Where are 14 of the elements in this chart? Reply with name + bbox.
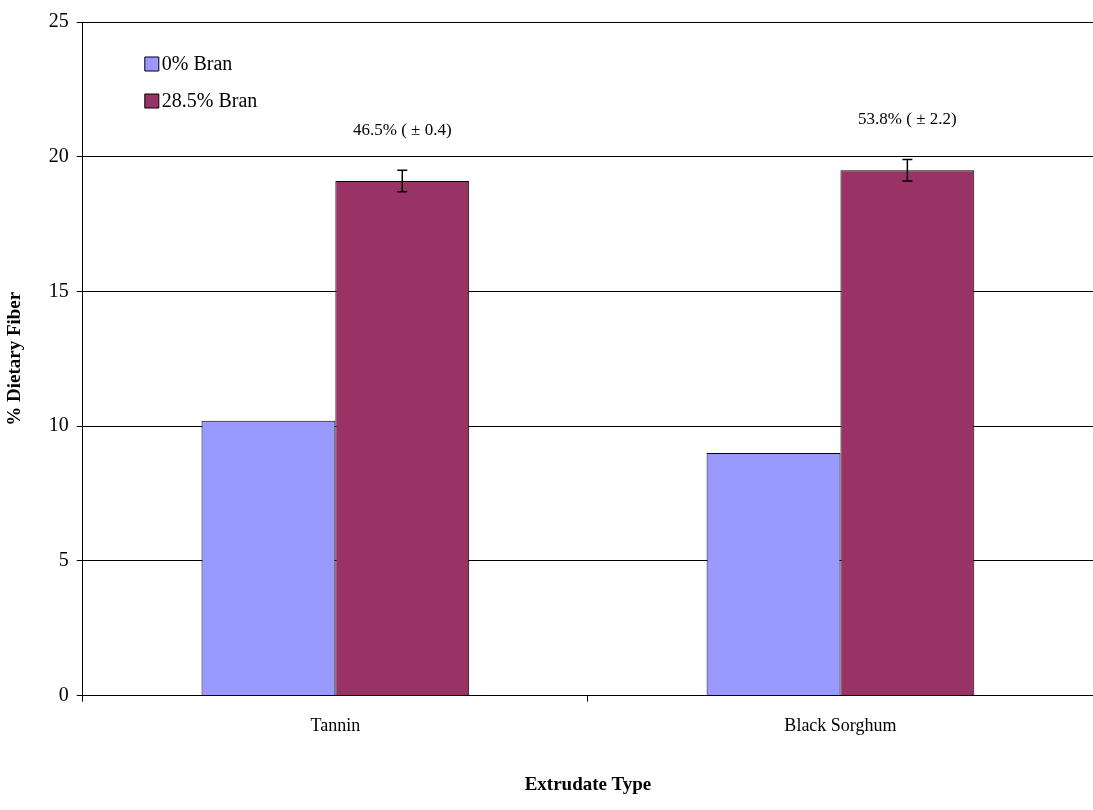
y-tick-label: 10 <box>48 413 69 436</box>
legend-label: 28.5% Bran <box>161 89 258 112</box>
y-tick-label: 0 <box>58 682 69 705</box>
annotation: 53.8% ( ± 2.2) <box>858 109 957 129</box>
x-tick-label: Black Sorghum <box>784 715 897 736</box>
x-axis-title: Extrudate Type <box>524 772 652 794</box>
legend-label: 0% Bran <box>161 52 233 75</box>
y-tick-label: 20 <box>48 143 69 166</box>
y-tick-label: 5 <box>58 548 69 571</box>
y-tick-label: 15 <box>48 278 69 301</box>
y-axis-title: % Dietary Fiber <box>3 291 25 426</box>
x-tick-label: Tannin <box>310 715 361 736</box>
annotation: 46.5% ( ± 0.4) <box>352 119 452 139</box>
y-tick-label: 25 <box>48 9 69 32</box>
